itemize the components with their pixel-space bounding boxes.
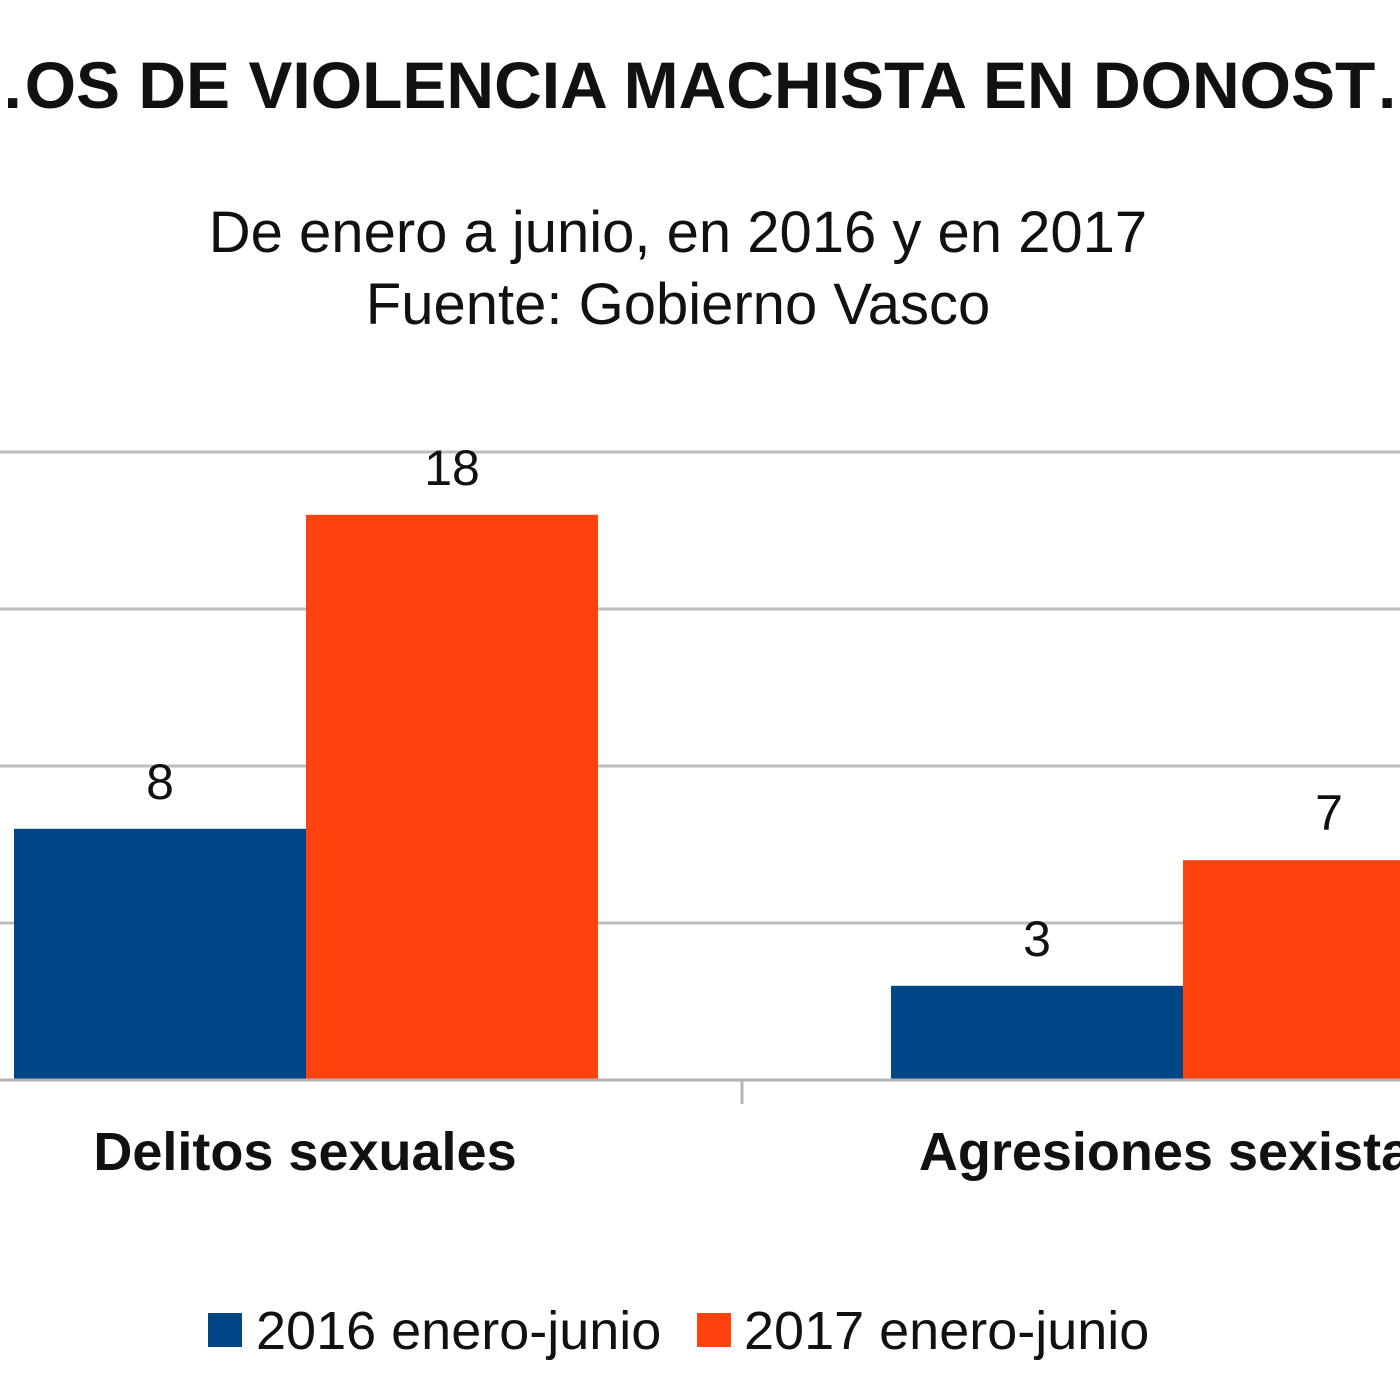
legend-swatch-2017 (697, 1313, 731, 1347)
chart-subtitle-line-1: De enero a junio, en 2016 y en 2017 (209, 200, 1147, 265)
category-label-delitos-sexuales: Delitos sexuales (93, 1122, 516, 1182)
legend: 2016 enero-junio 2017 enero-junio (208, 1301, 1149, 1361)
data-labels: 8 18 3 7 (146, 440, 1343, 967)
legend-swatch-2016 (208, 1313, 242, 1347)
bar-2017-agresiones-sexistas (1183, 860, 1400, 1080)
bar-2016-agresiones-sexistas (891, 985, 1183, 1080)
data-label: 7 (1315, 785, 1343, 841)
chart-title: …OS DE VIOLENCIA MACHISTA EN DONOST… (0, 48, 1400, 122)
bar-2017-delitos-sexuales (306, 514, 598, 1080)
data-label: 8 (146, 754, 174, 810)
data-label: 18 (424, 440, 480, 496)
legend-label-2017: 2017 enero-junio (744, 1301, 1149, 1361)
x-axis: Delitos sexuales Agresiones sexistas (0, 1078, 1400, 1182)
legend-label-2016: 2016 enero-junio (256, 1301, 661, 1361)
category-label-agresiones-sexistas: Agresiones sexistas (919, 1122, 1400, 1182)
gridlines (0, 450, 1400, 925)
bars (14, 514, 1400, 1080)
bar-2016-delitos-sexuales (14, 828, 306, 1080)
chart-subtitle-line-2: Fuente: Gobierno Vasco (366, 272, 990, 337)
data-label: 3 (1023, 911, 1051, 967)
